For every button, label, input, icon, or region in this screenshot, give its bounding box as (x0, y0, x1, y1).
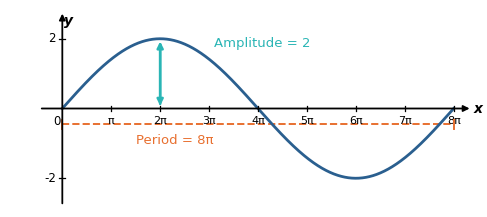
Text: π: π (108, 116, 114, 126)
Text: Period = 8π: Period = 8π (136, 134, 213, 147)
Text: 3π: 3π (202, 116, 216, 126)
Text: -2: -2 (44, 172, 56, 185)
Text: 7π: 7π (398, 116, 412, 126)
Text: 6π: 6π (349, 116, 363, 126)
Text: x: x (474, 102, 483, 115)
Text: y: y (64, 14, 73, 28)
Text: 2: 2 (49, 32, 56, 45)
Text: 5π: 5π (300, 116, 314, 126)
Text: 0: 0 (53, 115, 60, 128)
Text: 2π: 2π (153, 116, 167, 126)
Text: 8π: 8π (447, 116, 461, 126)
Text: 4π: 4π (251, 116, 265, 126)
Text: Amplitude = 2: Amplitude = 2 (214, 38, 310, 51)
